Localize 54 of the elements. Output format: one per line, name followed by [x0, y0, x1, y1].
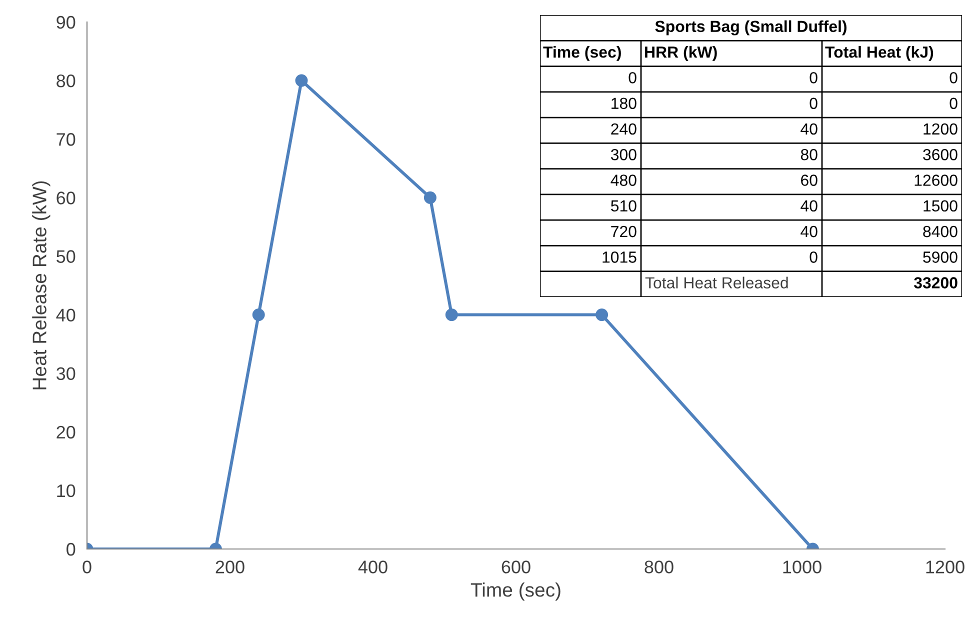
x-tick-label: 400	[358, 560, 388, 574]
annotation: Sports Bag (Small Duffel)	[655, 20, 846, 36]
annotation: 33200	[914, 277, 958, 288]
y-axis-title: Heat Release Rate (kW)	[32, 181, 50, 390]
annotation: 1200	[924, 123, 958, 135]
annotation: 510	[610, 200, 636, 212]
annotation: 40	[800, 200, 818, 212]
annotation: 240	[611, 123, 636, 135]
y-tick-label: 30	[56, 367, 76, 380]
y-tick-label: 60	[56, 192, 76, 204]
y-tick-label: 40	[56, 308, 76, 322]
y-tick-label: 80	[56, 74, 76, 88]
y-tick-label: 10	[57, 484, 76, 498]
annotation: 80	[800, 148, 818, 160]
annotation: 0	[628, 72, 636, 84]
y-tick-label: 50	[56, 250, 76, 263]
x-tick-label: 800	[644, 560, 674, 574]
point	[252, 308, 265, 322]
annotation: 180	[612, 98, 636, 110]
annotation: 300	[610, 148, 636, 160]
annotation: 60	[801, 174, 818, 186]
annotation: Total Heat (kJ)	[825, 46, 934, 61]
annotation: 0	[810, 252, 818, 263]
point	[445, 308, 458, 322]
point	[424, 191, 436, 204]
annotation: 720	[611, 226, 636, 238]
annotation: 1015	[602, 252, 636, 263]
y-tick-label: 90	[56, 16, 76, 29]
annotation: 12600	[914, 174, 958, 186]
x-axis-title: Time (sec)	[470, 582, 560, 601]
annotation: 1500	[924, 200, 958, 212]
x-tick-label: 600	[502, 560, 530, 574]
point	[596, 308, 608, 322]
point	[295, 74, 308, 87]
annotation: HRR (kW)	[645, 46, 717, 61]
annotation: 0	[810, 72, 818, 84]
x-tick-label: 1200	[926, 560, 964, 574]
y-tick-label: 0	[66, 542, 76, 556]
annotation: 8400	[923, 226, 958, 238]
annotation: 40	[800, 123, 818, 135]
x-tick-label: 1000	[783, 560, 822, 574]
text: 0	[950, 72, 958, 84]
annotation: Time (sec)	[543, 46, 621, 61]
y-tick-label: 70	[56, 133, 76, 146]
x-tick-label: 200	[216, 560, 244, 574]
y-tick-label: 20	[56, 426, 76, 439]
text: 0	[950, 98, 958, 110]
annotation: Total Heat Released	[645, 276, 788, 288]
annotation: 0	[810, 98, 818, 110]
annotation: 40	[800, 226, 818, 238]
annotation: 5900	[923, 252, 958, 263]
x-tick-label: 0	[82, 560, 92, 574]
annotation: 3600	[923, 148, 958, 160]
annotation: 480	[610, 174, 636, 186]
